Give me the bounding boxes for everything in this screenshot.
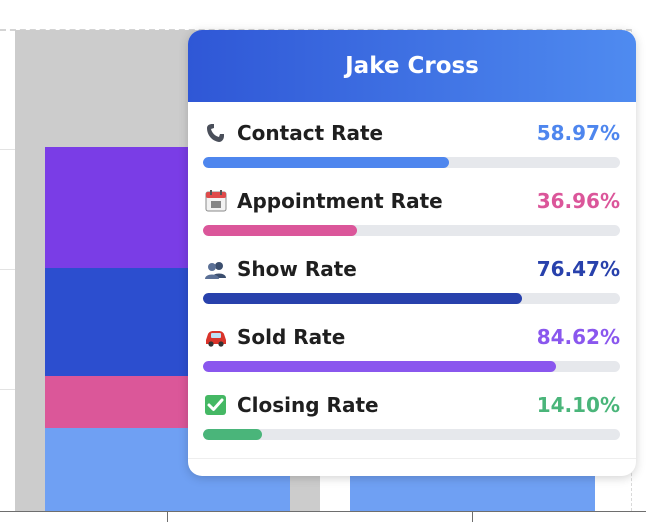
- metric-appointment-rate: Appointment Rate 36.96%: [203, 184, 620, 252]
- tooltip-divider: [188, 458, 636, 459]
- tooltip-title: Jake Cross: [345, 53, 479, 79]
- metric-label: Sold Rate: [237, 325, 346, 349]
- x-axis: [0, 511, 646, 512]
- progress-track: [203, 293, 620, 304]
- metric-value: 76.47%: [536, 257, 620, 281]
- progress-track: [203, 225, 620, 236]
- tooltip-header: Jake Cross: [188, 30, 636, 102]
- progress-track: [203, 361, 620, 372]
- metric-value: 58.97%: [536, 121, 620, 145]
- progress-fill: [203, 429, 262, 440]
- metric-value: 14.10%: [536, 393, 620, 417]
- x-axis-tick: [167, 512, 168, 522]
- x-axis-tick: [472, 512, 473, 522]
- metric-contact-rate: Contact Rate 58.97%: [203, 116, 620, 184]
- car-icon: [203, 325, 229, 349]
- progress-fill: [203, 361, 556, 372]
- metric-label: Closing Rate: [237, 393, 379, 417]
- metric-show-rate: Show Rate 76.47%: [203, 252, 620, 320]
- people-icon: [203, 257, 229, 281]
- metric-label: Show Rate: [237, 257, 357, 281]
- phone-icon: [203, 121, 229, 145]
- metric-label: Contact Rate: [237, 121, 384, 145]
- metric-label: Appointment Rate: [237, 189, 443, 213]
- metric-closing-rate: Closing Rate 14.10%: [203, 388, 620, 456]
- rep-stats-tooltip: Jake Cross Contact Rate 58.97%: [188, 30, 636, 476]
- progress-fill: [203, 225, 358, 236]
- progress-track: [203, 429, 620, 440]
- progress-fill: [203, 293, 522, 304]
- progress-fill: [203, 157, 449, 168]
- metric-value: 36.96%: [536, 189, 620, 213]
- progress-track: [203, 157, 620, 168]
- metrics-list: Contact Rate 58.97%: [188, 102, 636, 456]
- checkmark-icon: [203, 393, 229, 417]
- metric-sold-rate: Sold Rate 84.62%: [203, 320, 620, 388]
- metric-value: 84.62%: [536, 325, 620, 349]
- calendar-icon: [203, 189, 229, 213]
